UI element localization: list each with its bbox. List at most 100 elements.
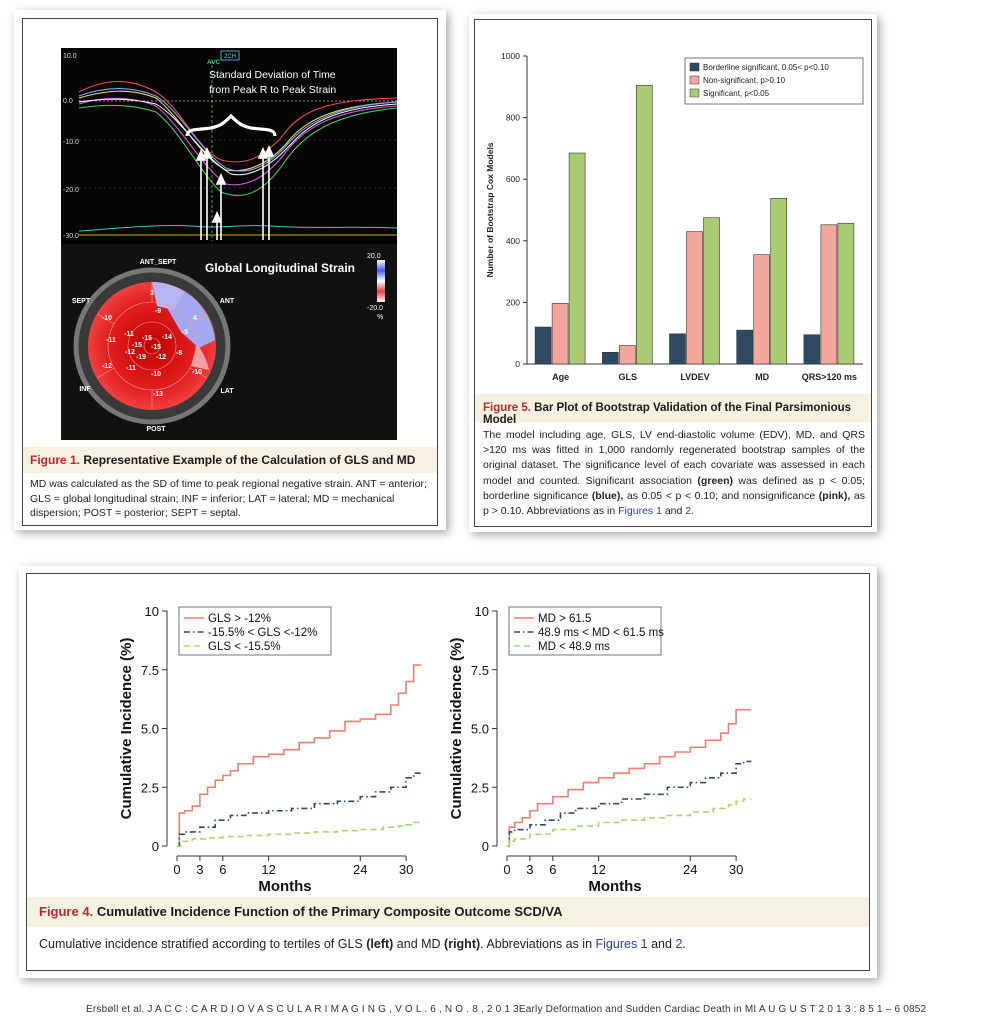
- legend-swatch: [689, 62, 700, 72]
- caption-text: as p > 0.10. Abbreviations as in: [483, 489, 865, 518]
- caption-text: was defined as p < 0.05; borderline sign…: [483, 474, 865, 502]
- segment-value: -15: [142, 335, 152, 342]
- caption-title-band: [27, 897, 869, 927]
- figure-4-caption-title: Figure 4. Cumulative Incidence Function …: [39, 904, 859, 919]
- legend-label: GLS > -12%: [208, 613, 271, 625]
- figure-1-caption-title: Figure 1. Representative Example of the …: [30, 453, 435, 467]
- x-tick-label: 6: [219, 862, 226, 877]
- strain-echo-image: 10.0 0.0 -10.0 -20.0 -30.0 2CH AVC Stand…: [61, 48, 398, 440]
- figure-number: Figure 4.: [39, 904, 94, 919]
- segment-value: -11: [106, 337, 116, 344]
- series-line: [507, 760, 752, 847]
- label-ant-sept: ANT_SEPT: [140, 259, 177, 266]
- cif-md-chart: 0 2.5 5.0 7.5 10 0 3 6 12 24 30 Months Cumulative In…: [448, 604, 752, 894]
- y-tick-label: 0: [152, 839, 159, 854]
- caption-green: (green): [697, 474, 734, 487]
- legend: Borderline significant, 0.05< p<0.10 Non-…: [684, 57, 864, 105]
- y-tick-label: 10: [145, 604, 159, 619]
- annotation-line-2: from Peak R to Peak Strain: [209, 84, 336, 96]
- y-tick-label: 7.5: [471, 663, 489, 678]
- caption-text: . Abbreviations as in: [480, 937, 596, 951]
- bar: [736, 329, 754, 365]
- segment-values: 3 4 -10 -9 -5 -11 -15 -14 -11 -15 -15 -1…: [102, 290, 202, 398]
- caption-text: as 0.05 < p < 0.10; and nonsignificance: [623, 489, 819, 502]
- y-tick-label: 2.5: [471, 780, 489, 795]
- figure-1-panel: 10.0 0.0 -10.0 -20.0 -30.0 2CH AVC Stand…: [14, 10, 446, 530]
- figure-4-frame: 0 2.5 5.0 7.5 10 0 3 6 12 24 30 Months Cumulative In…: [26, 573, 870, 971]
- bar: [636, 84, 653, 365]
- scale-label-top: 10.0: [63, 53, 77, 60]
- segment-value: 3: [150, 290, 154, 297]
- x-tick-label: 0: [503, 862, 510, 877]
- legend-label: 48.9 ms < MD < 61.5 ms: [538, 627, 664, 639]
- legend-label: -15.5% < GLS <-12%: [208, 627, 317, 639]
- legend-label: MD > 61.5: [538, 613, 591, 625]
- label-ant: ANT: [220, 298, 235, 305]
- x-tick-label: 24: [353, 862, 367, 877]
- legend: GLS > -12% -15.5% < GLS <-12% GLS < -15.5%: [178, 606, 332, 656]
- legend-swatch: [689, 88, 700, 98]
- segment-value: -11: [126, 365, 136, 372]
- colorbar: [377, 260, 385, 302]
- cif-gls-chart: 0 2.5 5.0 7.5 10 0 3 6 12 24 30 Months Cumulative In…: [118, 604, 422, 894]
- bar: [669, 333, 686, 365]
- series-line: [177, 821, 422, 847]
- scale-label-zero: 0.0: [63, 98, 73, 105]
- view-tag: 2CH: [224, 54, 236, 60]
- gls-title: Global Longitudinal Strain: [205, 261, 355, 275]
- figure-5-panel: 0 200 400 600 800 1000 Number of Bootstrap Cox…: [469, 14, 877, 532]
- bootstrap-bar-chart: 0 200 400 600 800 1000 Number of Bootstrap Cox…: [485, 51, 864, 382]
- legend-label: Borderline significant, 0.05< p<0.10: [703, 63, 829, 72]
- figure-5-caption-body: The model including age, GLS, LV end-dia…: [483, 428, 865, 519]
- segment-value: -10: [151, 371, 161, 378]
- x-tick-label: 24: [683, 862, 697, 877]
- legend-box: [508, 606, 662, 656]
- caption-title-band: [23, 447, 437, 473]
- label-lat: LAT: [220, 388, 234, 395]
- bar: [551, 303, 569, 365]
- figure-2-link[interactable]: 2: [675, 937, 683, 951]
- caption-text: The model including age, GLS, LV end-dia…: [483, 429, 865, 487]
- figures-1-link[interactable]: Figures 1: [595, 937, 648, 951]
- bar: [568, 152, 586, 365]
- y-tick-label: 600: [506, 174, 520, 184]
- y-tick-label: 0: [515, 359, 520, 369]
- segment-value: -11: [124, 331, 134, 338]
- scale-label-m30: -30.0: [63, 233, 79, 240]
- bar: [837, 222, 855, 365]
- figure-number: Figure 1.: [30, 453, 81, 467]
- y-tick-label: 5.0: [471, 722, 489, 737]
- figures-1-link[interactable]: Figures 1: [618, 505, 662, 518]
- bar: [686, 231, 703, 365]
- figure-title-text: Cumulative Incidence Function of the Pri…: [96, 904, 563, 919]
- figure-5-frame: 0 200 400 600 800 1000 Number of Bootstrap Cox…: [474, 19, 872, 527]
- y-tick-label: 2.5: [141, 780, 159, 795]
- segment-value: -19: [136, 354, 146, 361]
- segment-value: -5: [182, 329, 188, 336]
- bar: [770, 197, 788, 365]
- bar: [820, 224, 838, 365]
- legend-label: Significant, p<0.05: [703, 89, 770, 98]
- legend-box: [684, 57, 864, 105]
- caption-pink: (pink),: [818, 489, 851, 502]
- legend-label: GLS < -15.5%: [208, 641, 281, 653]
- bar: [534, 326, 552, 365]
- figure-title-text: Representative Example of the Calculatio…: [83, 453, 416, 467]
- caption-text: and: [661, 505, 686, 518]
- figure-2-link[interactable]: 2: [685, 505, 692, 518]
- segment-value: -12: [102, 363, 112, 370]
- y-tick-label: 7.5: [141, 663, 159, 678]
- figure-4-panel: 0 2.5 5.0 7.5 10 0 3 6 12 24 30 Months Cumulative In…: [19, 566, 877, 978]
- bar: [602, 351, 619, 365]
- strain-curves-graphic: 10.0 0.0 -10.0 -20.0 -30.0 2CH AVC Stand…: [61, 48, 398, 440]
- segment-value: 4: [193, 315, 197, 322]
- segment-value: -8: [176, 350, 182, 357]
- series-line: [177, 664, 422, 847]
- x-tick-label: 0: [173, 862, 180, 877]
- y-tick-label: 0: [482, 839, 489, 854]
- label-sept: SEPT: [72, 298, 91, 305]
- x-axis-label: Months: [258, 878, 311, 894]
- figure-number: Figure 5.: [483, 402, 531, 414]
- y-axis-label: Number of Bootstrap Cox Models: [485, 142, 495, 277]
- caption-text: and MD: [393, 937, 445, 951]
